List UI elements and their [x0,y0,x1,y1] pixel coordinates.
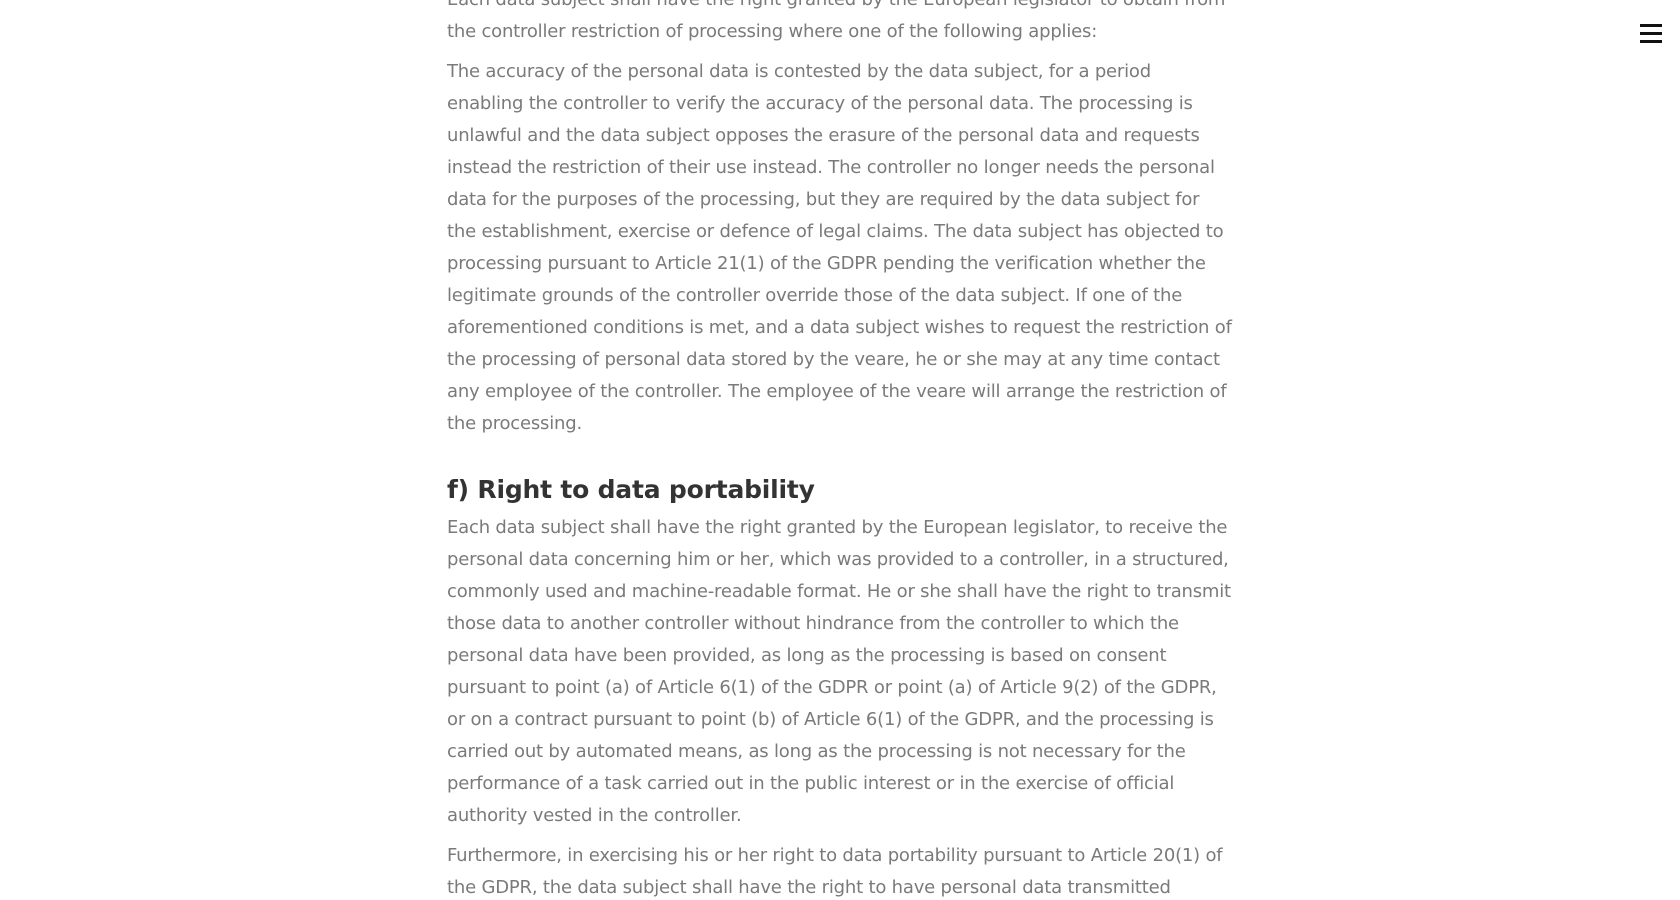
article: Each data subject shall have the right g… [447,0,1232,900]
paragraph: Each data subject shall have the right g… [447,0,1225,42]
menu-bar [1640,40,1662,43]
menu-button[interactable] [1640,24,1664,46]
section-heading: f) Right to data portability [447,475,815,504]
paragraph: The accuracy of the personal data is con… [447,61,1232,434]
paragraph: Furthermore, in exercising his or her ri… [447,845,1223,898]
menu-bar [1640,32,1662,35]
menu-bar [1640,24,1662,27]
paragraph: Each data subject shall have the right g… [447,517,1231,826]
